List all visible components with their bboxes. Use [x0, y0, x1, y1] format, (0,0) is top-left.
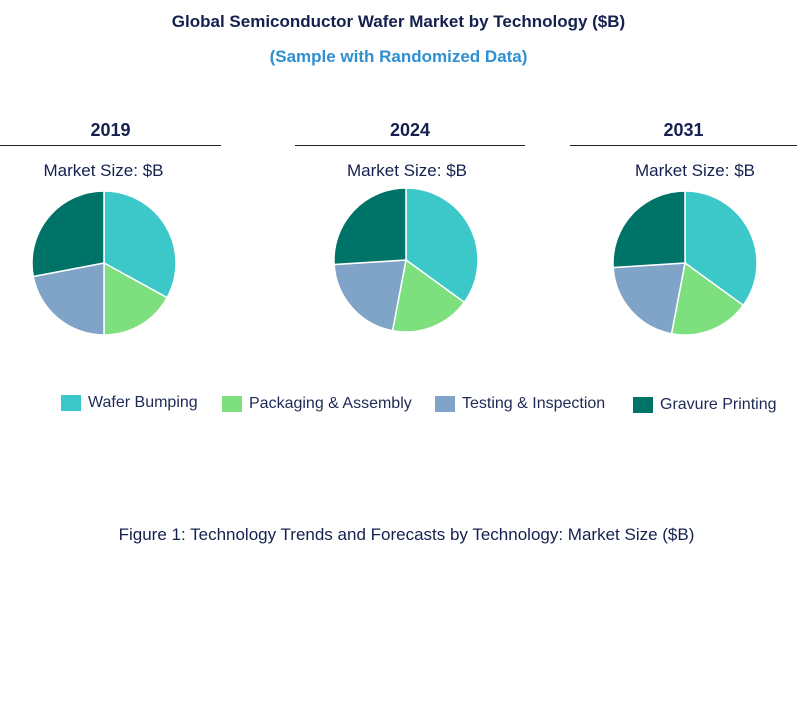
legend-label: Packaging & Assembly [249, 395, 412, 412]
slice-packaging-assembly [103, 261, 169, 336]
slice-wafer-bumping [103, 190, 177, 299]
pie-panel-2019: 2019 Market Size: $B [0, 117, 221, 336]
legend-item-wafer-bumping: Wafer Bumping [61, 394, 198, 412]
slice-wafer-bumping [405, 187, 479, 304]
panel-divider [570, 145, 797, 146]
legend-swatch [633, 397, 653, 413]
slice-wafer-bumping [684, 190, 758, 307]
slice-testing-inspection [32, 262, 105, 336]
market-size-label: Market Size: $B [347, 161, 467, 180]
pie-chart-2019 [31, 190, 177, 336]
figure-caption: Figure 1: Technology Trends and Forecast… [118, 525, 695, 544]
panel-divider [295, 145, 525, 146]
panel-divider [0, 145, 221, 146]
slice-gravure-printing [333, 187, 407, 266]
chart-subtitle: (Sample with Randomized Data) [269, 47, 528, 66]
slice-packaging-assembly [391, 258, 466, 333]
legend-item-packaging-assembly: Packaging & Assembly [222, 395, 412, 413]
panel-year: 2024 [389, 120, 431, 140]
panel-year: 2031 [663, 120, 704, 140]
legend-item-testing-inspection: Testing & Inspection [435, 395, 605, 413]
pie-chart-2031 [612, 190, 758, 336]
chart-title: Global Semiconductor Wafer Market by Tec… [171, 12, 626, 31]
pie-chart-2024 [333, 187, 479, 333]
legend-item-gravure-printing: Gravure Printing [633, 396, 777, 414]
legend-label: Gravure Printing [660, 396, 777, 413]
slice-testing-inspection [333, 259, 407, 332]
legend-swatch [61, 395, 81, 411]
legend-swatch [435, 396, 455, 412]
market-size-label: Market Size: $B [43, 161, 164, 180]
legend-label: Testing & Inspection [462, 395, 606, 412]
legend-swatch [222, 396, 242, 412]
slice-testing-inspection [612, 262, 686, 335]
market-size-label: Market Size: $B [635, 161, 755, 180]
panel-year: 2019 [90, 120, 131, 140]
slice-gravure-printing [31, 190, 105, 278]
slice-packaging-assembly [670, 261, 745, 336]
pie-panel-2024: 2024 Market Size: $B [295, 117, 525, 333]
slice-gravure-printing [612, 190, 686, 269]
legend-label: Wafer Bumping [88, 394, 198, 411]
pie-panel-2031: 2031 Market Size: $B [570, 117, 797, 336]
